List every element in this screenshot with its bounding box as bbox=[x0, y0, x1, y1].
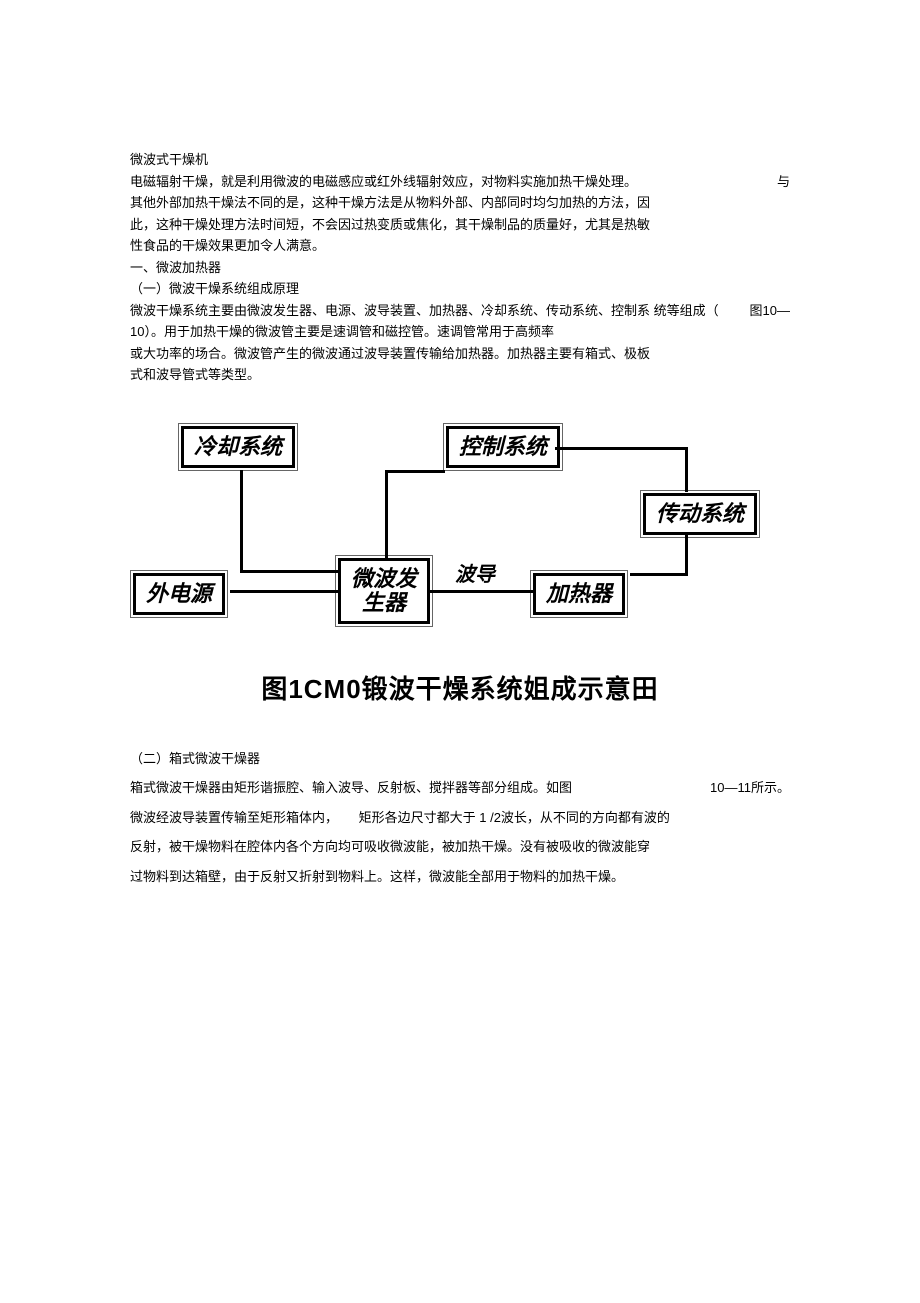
para1-line-1-left: 微波干燥系统主要由微波发生器、电源、波导装置、加热器、冷却系统、传动系统、控制系… bbox=[130, 301, 719, 321]
para1-line-2: 10）。用于加热干燥的微波管主要是速调管和磁控管。速调管常用于高频率 bbox=[130, 322, 790, 342]
node-generator: 微波发 生器 bbox=[338, 558, 430, 624]
intro-line-1-right: 与 bbox=[777, 172, 790, 192]
para1-line-1-right: 图10— bbox=[750, 301, 790, 321]
para2-line-1: 箱式微波干燥器由矩形谐振腔、输入波导、反射板、搅拌器等部分组成。如图 10—11… bbox=[130, 778, 790, 798]
para2-line-2-right: 矩形各边尺寸都大于 1 /2波长，从不同的方向都有波的 bbox=[359, 810, 670, 825]
para2-line-2-left: 微波经波导装置传输至矩形箱体内， bbox=[130, 808, 355, 828]
para1-line-3: 或大功率的场合。微波管产生的微波通过波导装置传输给加热器。加热器主要有箱式、极板 bbox=[130, 344, 790, 364]
section-1-heading: 一、微波加热器 bbox=[130, 258, 790, 278]
node-control: 控制系统 bbox=[446, 426, 560, 468]
edge-control-drive-v bbox=[685, 447, 688, 492]
section-1-2-heading: （二）箱式微波干燥器 bbox=[130, 749, 790, 769]
edge-control-gen-v bbox=[385, 470, 388, 560]
document-title: 微波式干燥机 bbox=[130, 150, 790, 170]
intro-line-2: 其他外部加热干燥法不同的是，这种干燥方法是从物料外部、内部同时均匀加热的方法，因 bbox=[130, 193, 790, 213]
diagram-caption: 图1CM0锻波干燥系统姐成示意田 bbox=[130, 670, 790, 709]
edge-control-gen-h bbox=[385, 470, 445, 473]
edge-control-drive-h bbox=[555, 447, 685, 450]
node-heater: 加热器 bbox=[533, 573, 625, 615]
edge-gen-heater bbox=[430, 590, 535, 593]
intro-line-1-left: 电磁辐射干燥，就是利用微波的电磁感应或红外线辐射效应，对物料实施加热干燥处理。 bbox=[130, 172, 637, 192]
intro-line-1: 电磁辐射干燥，就是利用微波的电磁感应或红外线辐射效应，对物料实施加热干燥处理。 … bbox=[130, 172, 790, 192]
para1-line-4: 式和波导管式等类型。 bbox=[130, 365, 790, 385]
node-power: 外电源 bbox=[133, 573, 225, 615]
para2-line-1-right: 10—11所示。 bbox=[710, 778, 790, 798]
intro-line-4: 性食品的干燥效果更加令人满意。 bbox=[130, 236, 790, 256]
node-drive: 传动系统 bbox=[643, 493, 757, 535]
node-cooling: 冷却系统 bbox=[181, 426, 295, 468]
intro-line-3: 此，这种干燥处理方法时间短，不会因过热变质或焦化，其干燥制品的质量好，尤其是热敏 bbox=[130, 215, 790, 235]
edge-drive-heater-h bbox=[630, 573, 688, 576]
section-1-1-heading: （一）微波干燥系统组成原理 bbox=[130, 279, 790, 299]
system-diagram: 冷却系统 控制系统 传动系统 外电源 微波发 生器 加热器 波导 bbox=[130, 415, 790, 645]
edge-cooling-gen-h bbox=[240, 570, 340, 573]
edge-power-gen bbox=[230, 590, 338, 593]
para2-line-4: 过物料到达箱壁，由于反射又折射到物料上。这样，微波能全部用于物料的加热干燥。 bbox=[130, 867, 790, 887]
para2-line-2: 微波经波导装置传输至矩形箱体内， 矩形各边尺寸都大于 1 /2波长，从不同的方向… bbox=[130, 808, 790, 828]
para2-line-3: 反射，被干燥物料在腔体内各个方向均可吸收微波能，被加热干燥。没有被吸收的微波能穿 bbox=[130, 837, 790, 857]
para1-line-1: 微波干燥系统主要由微波发生器、电源、波导装置、加热器、冷却系统、传动系统、控制系… bbox=[130, 301, 790, 321]
node-generator-line1: 微波发 bbox=[351, 567, 417, 591]
para2-line-1-left: 箱式微波干燥器由矩形谐振腔、输入波导、反射板、搅拌器等部分组成。如图 bbox=[130, 778, 572, 798]
edge-drive-heater-v bbox=[685, 535, 688, 575]
edge-label-waveguide: 波导 bbox=[455, 560, 495, 590]
node-generator-line2: 生器 bbox=[351, 591, 417, 615]
edge-cooling-gen bbox=[240, 470, 243, 570]
